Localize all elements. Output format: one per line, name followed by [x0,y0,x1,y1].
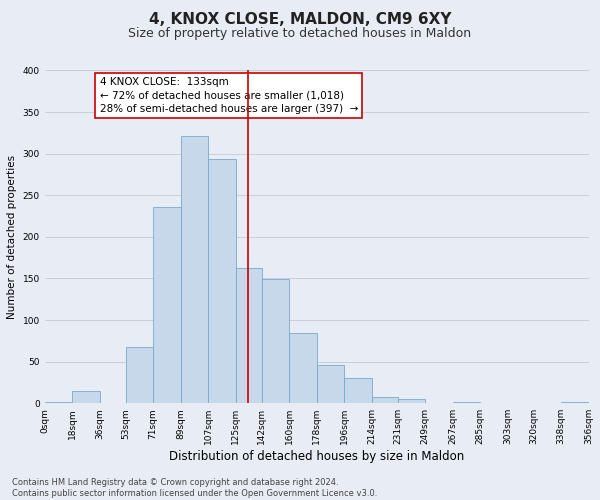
Bar [289,332,317,404]
Bar [262,280,289,404]
Text: Contains HM Land Registry data © Crown copyright and database right 2024.
Contai: Contains HM Land Registry data © Crown c… [12,478,377,498]
Text: 4, KNOX CLOSE, MALDON, CM9 6XY: 4, KNOX CLOSE, MALDON, CM9 6XY [149,12,451,28]
Bar [153,207,181,404]
Bar [181,136,208,404]
Bar [317,365,344,404]
X-axis label: Distribution of detached houses by size in Maldon: Distribution of detached houses by size … [169,450,464,463]
Bar [452,402,480,404]
Bar [72,391,100,404]
Bar [561,402,589,404]
Bar [125,346,153,404]
Bar [236,268,262,404]
Bar [44,402,72,404]
Bar [208,160,236,404]
Bar [344,378,371,404]
Text: 4 KNOX CLOSE:  133sqm
← 72% of detached houses are smaller (1,018)
28% of semi-d: 4 KNOX CLOSE: 133sqm ← 72% of detached h… [100,77,358,114]
Bar [398,399,425,404]
Text: Size of property relative to detached houses in Maldon: Size of property relative to detached ho… [128,28,472,40]
Y-axis label: Number of detached properties: Number of detached properties [7,155,17,319]
Bar [371,396,398,404]
